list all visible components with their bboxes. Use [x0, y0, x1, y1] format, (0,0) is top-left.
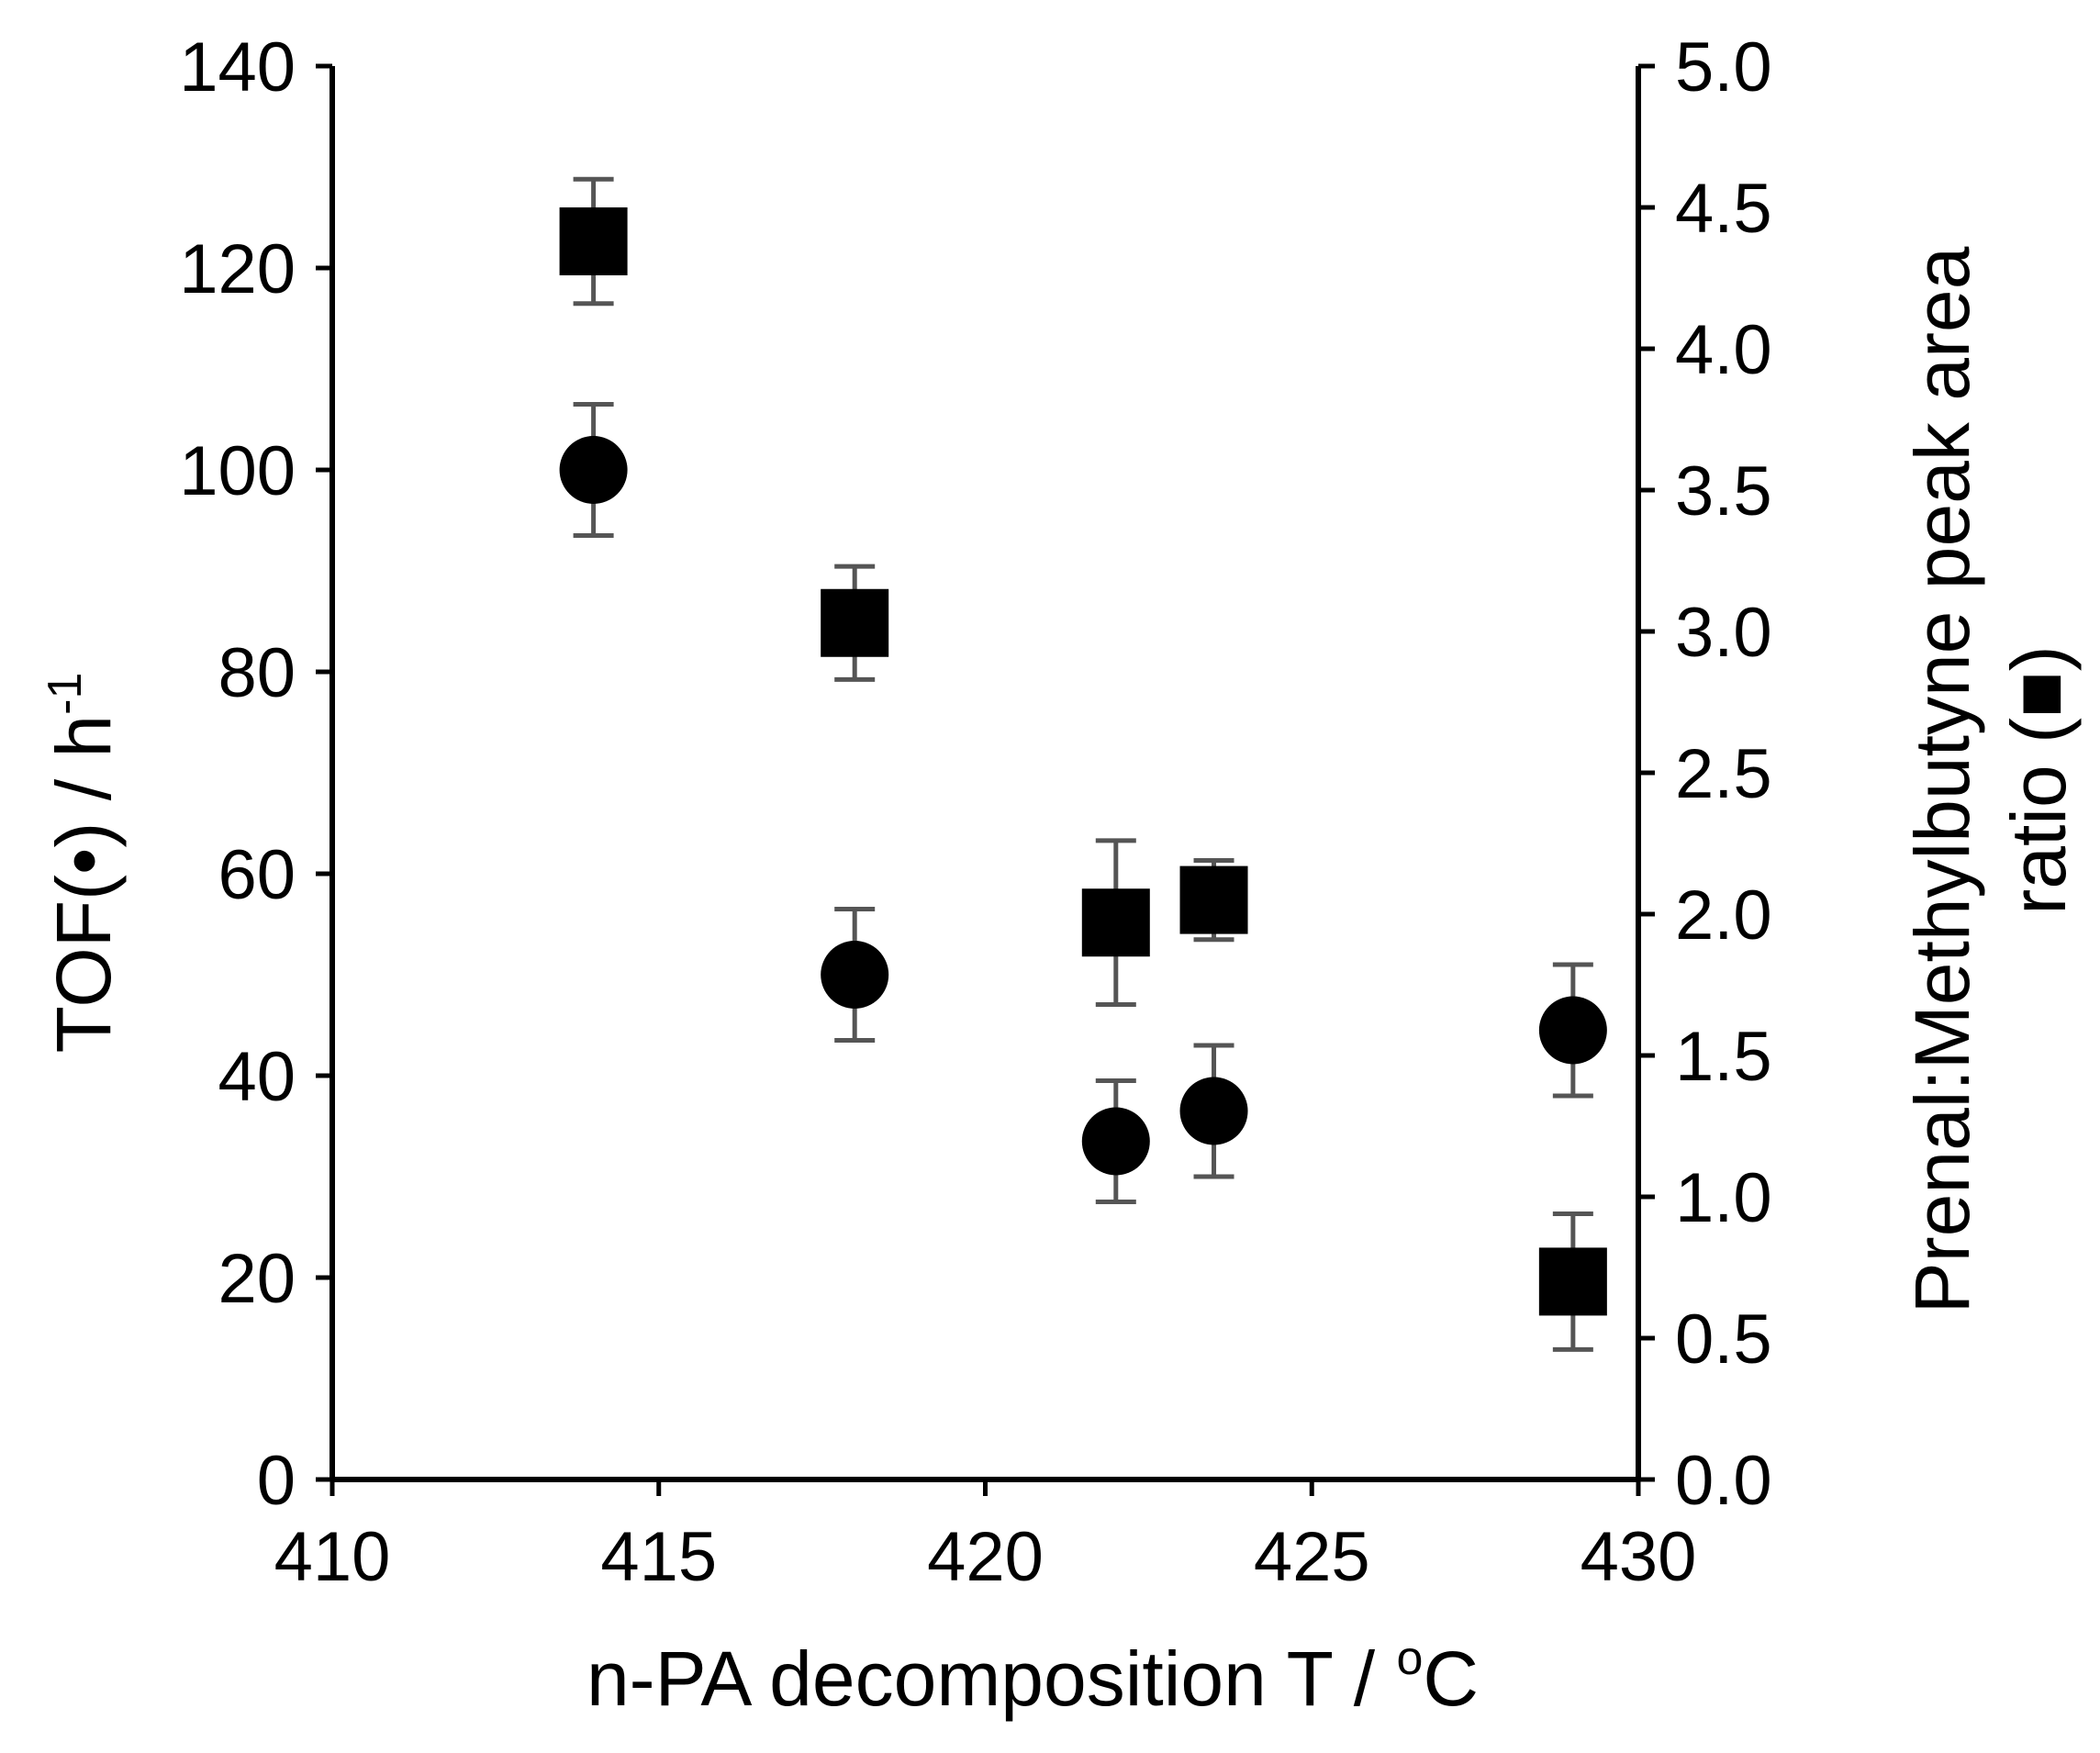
y-right-tick-label: 3.0 — [1675, 594, 1772, 672]
square-marker — [1081, 888, 1150, 957]
y-left-tick-label: 140 — [179, 28, 296, 106]
circle-marker — [559, 436, 628, 504]
y-right-axis-title-line2: ratio (■) — [1995, 645, 2082, 914]
x-axis-title-main: n-PA decomposition T / — [586, 1636, 1397, 1722]
circle-marker — [1081, 1107, 1150, 1176]
y-left-axis-title: TOF(•) / h-1 — [39, 673, 127, 1054]
y-left-tick-label: 40 — [218, 1038, 296, 1116]
x-tick-label: 425 — [1254, 1518, 1370, 1596]
y-right-tick-label: 2.0 — [1675, 876, 1772, 955]
y-left-tick-label: 100 — [179, 432, 296, 510]
x-axis-title: n-PA decomposition T / oC — [586, 1632, 1479, 1722]
x-axis-title-end: C — [1423, 1636, 1479, 1722]
x-tick-label: 430 — [1581, 1518, 1697, 1596]
y-right-tick-label: 4.5 — [1675, 170, 1772, 248]
y-left-tick-label: 80 — [218, 634, 296, 712]
y-left-tick-label: 120 — [179, 230, 296, 308]
y-left-axis-title-main: TOF(•) / h — [40, 715, 127, 1054]
y-right-axis-title: Prenal:Methylbutyne peak area ratio (■) — [1899, 246, 2082, 1313]
y-left-tick-label: 20 — [218, 1240, 296, 1318]
y-left-tick-label: 60 — [218, 836, 296, 914]
square-marker — [1538, 1247, 1607, 1316]
plot-area — [330, 66, 1641, 1482]
circle-marker — [1179, 1077, 1248, 1145]
square-marker — [1179, 865, 1248, 934]
circle-marker — [821, 941, 889, 1009]
x-tick-label: 420 — [927, 1518, 1044, 1596]
y-right-tick-label: 0.0 — [1675, 1442, 1772, 1520]
square-marker — [559, 207, 628, 275]
y-left-axis-title-sup: -1 — [39, 673, 92, 715]
x-tick-label: 415 — [600, 1518, 717, 1596]
y-right-tick-label: 2.5 — [1675, 735, 1772, 813]
ticks: 410 415 420 425 430 0 20 40 60 80 100 120 140 0.0 0.5 1… — [179, 28, 1771, 1596]
circle-marker — [1538, 996, 1607, 1065]
square-marker — [821, 588, 889, 657]
error-bars — [573, 176, 1593, 1352]
y-right-tick-label: 4.0 — [1675, 311, 1772, 389]
y-right-axis-title-line1: Prenal:Methylbutyne peak area — [1899, 246, 1985, 1313]
y-right-tick-label: 1.0 — [1675, 1159, 1772, 1237]
y-right-tick-label: 5.0 — [1675, 28, 1772, 106]
y-right-tick-label: 1.5 — [1675, 1018, 1772, 1096]
y-right-tick-label: 0.5 — [1675, 1301, 1772, 1379]
x-axis-title-sup: o — [1396, 1632, 1423, 1685]
y-right-tick-label: 3.5 — [1675, 452, 1772, 530]
y-left-tick-label: 0 — [257, 1442, 296, 1520]
data-markers — [559, 207, 1607, 1316]
x-tick-label: 410 — [274, 1518, 391, 1596]
